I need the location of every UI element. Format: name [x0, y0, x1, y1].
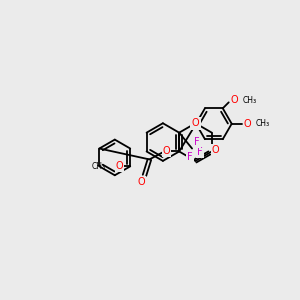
- Text: O: O: [231, 95, 238, 105]
- Text: F: F: [197, 148, 203, 158]
- Text: O: O: [116, 161, 123, 171]
- Text: F: F: [187, 152, 193, 162]
- Text: O: O: [192, 118, 199, 128]
- Text: O: O: [212, 145, 219, 155]
- Text: CH₃: CH₃: [256, 119, 270, 128]
- Text: CH₃: CH₃: [91, 162, 106, 171]
- Text: CH₃: CH₃: [243, 96, 257, 105]
- Text: O: O: [163, 146, 170, 157]
- Text: O: O: [244, 119, 251, 129]
- Text: O: O: [138, 177, 145, 187]
- Text: F: F: [194, 136, 200, 147]
